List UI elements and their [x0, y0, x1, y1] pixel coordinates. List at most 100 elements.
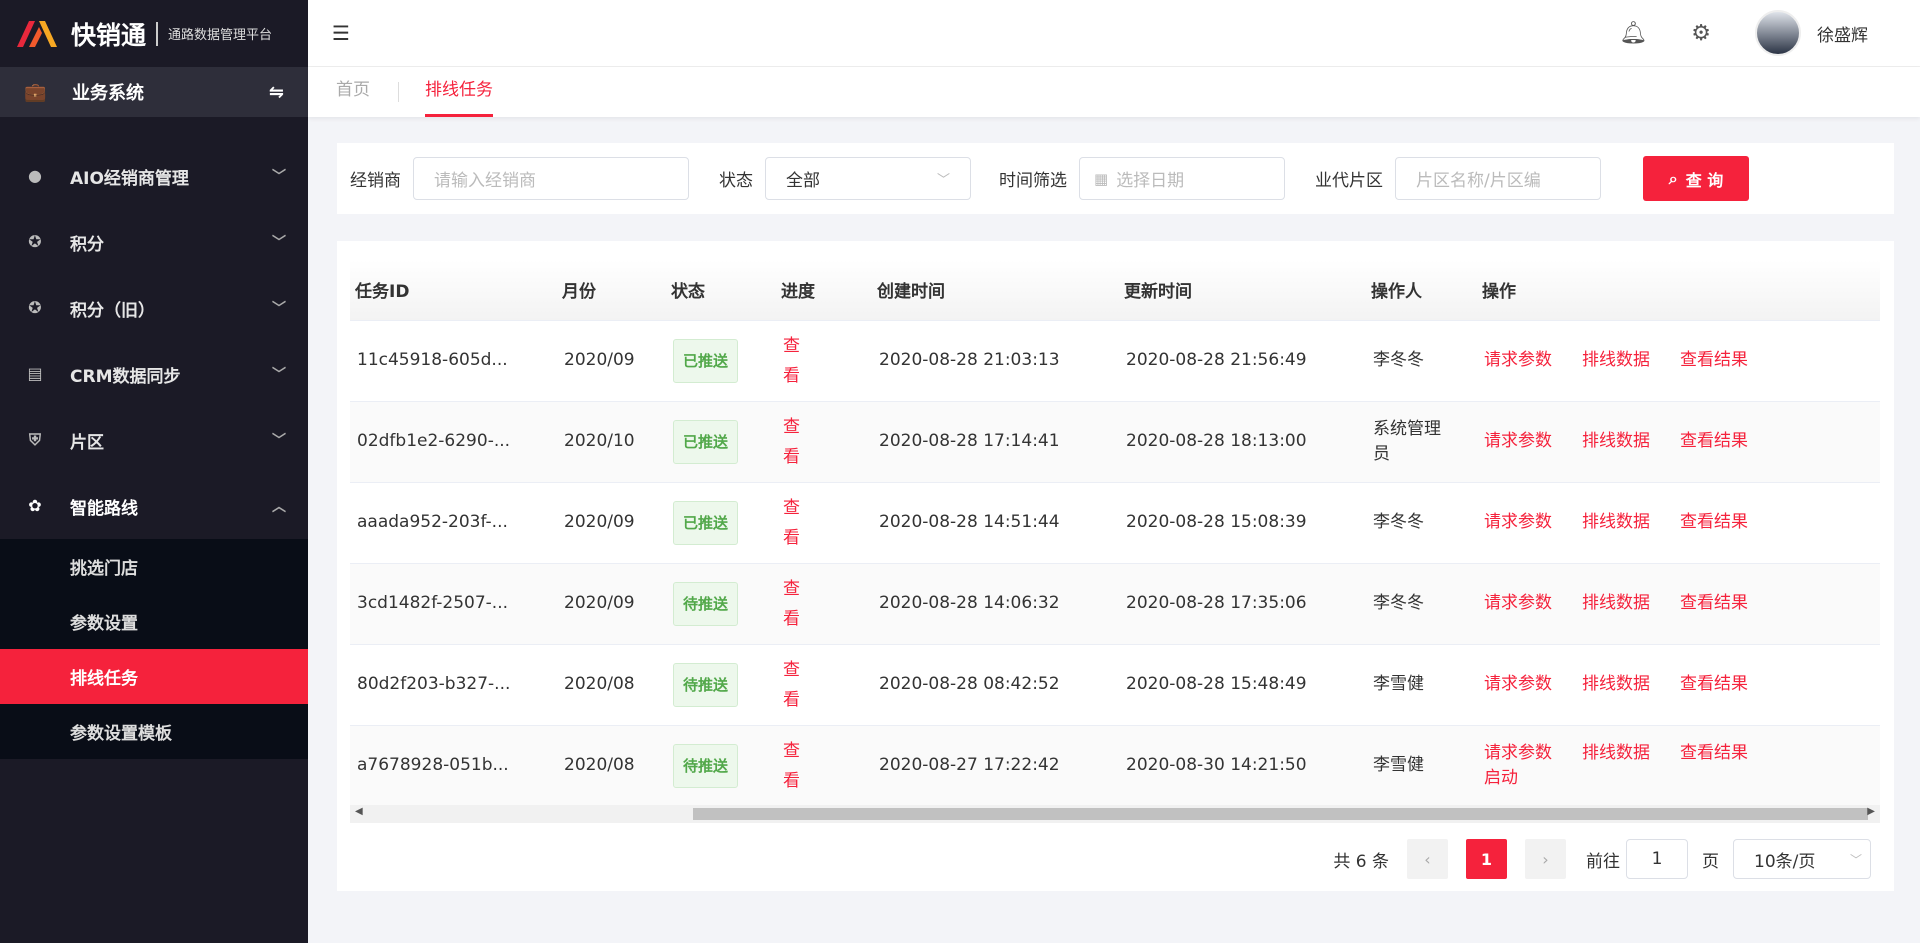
- chevron-down-icon: ﹀: [936, 173, 950, 188]
- page-1-button[interactable]: 1: [1466, 839, 1507, 879]
- date-placeholder: 选择日期: [1116, 171, 1185, 191]
- menu-item-points[interactable]: ✪ 积分 ﹀: [0, 209, 308, 275]
- table-row: 3cd1482f-2507-... 2020/09 待推送 查看 2020-08…: [350, 562, 1880, 644]
- col-updated: 更新时间: [1119, 260, 1366, 320]
- scrollbar-thumb[interactable]: [693, 808, 1868, 820]
- task-id: 3cd1482f-2507-...: [350, 562, 557, 644]
- view-result-link[interactable]: 查看结果: [1680, 742, 1748, 763]
- avatar[interactable]: [1755, 10, 1801, 56]
- route-data-link[interactable]: 排线数据: [1582, 674, 1650, 694]
- goto-page-input[interactable]: 1: [1626, 839, 1688, 879]
- request-params-link[interactable]: 请求参数: [1484, 742, 1552, 763]
- menu-label: AIO经销商管理: [70, 168, 189, 189]
- chevron-down-icon: ﹀: [1849, 852, 1862, 867]
- brand-name: 快销通: [71, 20, 147, 50]
- month: 2020/09: [557, 562, 666, 644]
- created-time: 2020-08-28 14:51:44: [872, 481, 1119, 563]
- submenu-item-param-template[interactable]: 参数设置模板: [70, 724, 172, 744]
- gear-icon[interactable]: ⚙: [1691, 20, 1711, 46]
- col-created: 创建时间: [872, 260, 1119, 320]
- route-data-link[interactable]: 排线数据: [1582, 350, 1650, 370]
- view-progress-link[interactable]: 查看: [783, 335, 800, 386]
- menu-item-dealer[interactable]: ● AIO经销商管理 ﹀: [0, 143, 308, 209]
- next-page-button[interactable]: ›: [1525, 839, 1566, 879]
- menu-item-points-old[interactable]: ✪ 积分（旧） ﹀: [0, 275, 308, 341]
- status-badge: 已推送: [673, 419, 739, 464]
- menu-item-area[interactable]: ⛨ 片区 ﹀: [0, 407, 308, 473]
- tab-route-task[interactable]: 排线任务: [425, 67, 493, 117]
- menu-label: 积分: [70, 234, 104, 255]
- view-progress-link[interactable]: 查看: [783, 497, 800, 548]
- request-params-link[interactable]: 请求参数: [1484, 674, 1552, 694]
- scroll-right-arrow-icon[interactable]: ▶: [1867, 806, 1875, 817]
- status-select[interactable]: 全部 ﹀: [765, 157, 971, 200]
- operator: 系统管理员: [1366, 400, 1477, 482]
- col-progress: 进度: [776, 260, 872, 320]
- query-label: 查 询: [1685, 170, 1724, 190]
- user-name[interactable]: 徐盛辉: [1817, 25, 1868, 46]
- view-result-link[interactable]: 查看结果: [1680, 512, 1748, 532]
- month: 2020/10: [557, 400, 666, 482]
- route-data-link[interactable]: 排线数据: [1582, 431, 1650, 451]
- chevron-down-icon: ﹀: [272, 235, 286, 251]
- date-picker[interactable]: ▦ 选择日期: [1079, 157, 1285, 200]
- table-row: a7678928-051b... 2020/08 待推送 查看 2020-08-…: [350, 724, 1880, 806]
- chevron-down-icon: ﹀: [272, 301, 286, 317]
- menu-toggle-icon[interactable]: ☰: [332, 21, 350, 45]
- prev-page-button[interactable]: ‹: [1407, 839, 1448, 879]
- menu-label: 片区: [70, 432, 104, 453]
- menu-item-crm-sync[interactable]: ▤ CRM数据同步 ﹀: [0, 341, 308, 407]
- area-placeholder: 片区名称/片区编: [1416, 171, 1541, 191]
- dealer-label: 经销商: [350, 171, 401, 191]
- submenu-item-params[interactable]: 参数设置: [70, 614, 138, 634]
- view-result-link[interactable]: 查看结果: [1680, 593, 1748, 613]
- system-switcher[interactable]: 💼 业务系统 ⇋: [0, 67, 308, 117]
- query-button[interactable]: ⌕ 查 询: [1643, 156, 1749, 201]
- submenu: 挑选门店 参数设置 排线任务 参数设置模板: [0, 539, 308, 759]
- goto-label: 前往: [1586, 851, 1620, 872]
- tab-home[interactable]: 首页: [336, 80, 370, 100]
- route-data-link[interactable]: 排线数据: [1582, 742, 1650, 763]
- bell-icon[interactable]: 🔔︎: [1619, 20, 1648, 46]
- request-params-link[interactable]: 请求参数: [1484, 350, 1552, 370]
- month: 2020/09: [557, 319, 666, 401]
- view-result-link[interactable]: 查看结果: [1680, 674, 1748, 694]
- route-data-link[interactable]: 排线数据: [1582, 512, 1650, 532]
- dealer-input[interactable]: 请输入经销商: [413, 157, 689, 200]
- view-progress-link[interactable]: 查看: [783, 578, 800, 629]
- start-link[interactable]: 启动: [1484, 767, 1518, 788]
- submenu-item-select-store[interactable]: 挑选门店: [70, 559, 138, 579]
- view-progress-link[interactable]: 查看: [783, 659, 800, 710]
- operator: 李雪健: [1366, 643, 1477, 725]
- view-progress-link[interactable]: 查看: [783, 740, 800, 791]
- task-table: 任务ID 月份 状态 进度 创建时间 更新时间 操作人 操作 11c45918-…: [350, 260, 1880, 806]
- view-result-link[interactable]: 查看结果: [1680, 350, 1748, 370]
- view-progress-link[interactable]: 查看: [783, 416, 800, 467]
- user-icon: ●: [28, 166, 42, 185]
- page-size-select[interactable]: 10条/页 ﹀: [1733, 839, 1871, 879]
- request-params-link[interactable]: 请求参数: [1484, 431, 1552, 451]
- clipboard-icon: ▤: [27, 364, 43, 383]
- area-input[interactable]: 片区名称/片区编: [1395, 157, 1601, 200]
- scroll-left-arrow-icon[interactable]: ◀: [355, 806, 363, 817]
- col-task-id: 任务ID: [350, 260, 557, 320]
- pagination: 共 6 条 ‹ 1 › 前往 1 页 10条/页 ﹀: [1333, 839, 1894, 879]
- tab-bar: 首页 排线任务: [308, 67, 1920, 117]
- col-operator: 操作人: [1366, 260, 1477, 320]
- menu-label: 智能路线: [70, 498, 138, 519]
- briefcase-icon: 💼: [24, 81, 47, 103]
- switch-icon[interactable]: ⇋: [268, 81, 284, 103]
- view-result-link[interactable]: 查看结果: [1680, 431, 1748, 451]
- chevron-down-icon: ﹀: [272, 169, 286, 185]
- system-label: 业务系统: [72, 83, 144, 104]
- status-badge: 待推送: [673, 581, 739, 626]
- request-params-link[interactable]: 请求参数: [1484, 512, 1552, 532]
- total-count: 共 6 条: [1333, 851, 1389, 872]
- menu-item-smart-route[interactable]: ✿ 智能路线 ︿: [0, 473, 308, 539]
- brand-subtitle: 通路数据管理平台: [168, 28, 273, 43]
- route-data-link[interactable]: 排线数据: [1582, 593, 1650, 613]
- horizontal-scrollbar[interactable]: ◀ ▶: [350, 805, 1880, 823]
- request-params-link[interactable]: 请求参数: [1484, 593, 1552, 613]
- status-badge: 待推送: [673, 743, 739, 788]
- submenu-item-route-task[interactable]: 排线任务: [0, 649, 308, 704]
